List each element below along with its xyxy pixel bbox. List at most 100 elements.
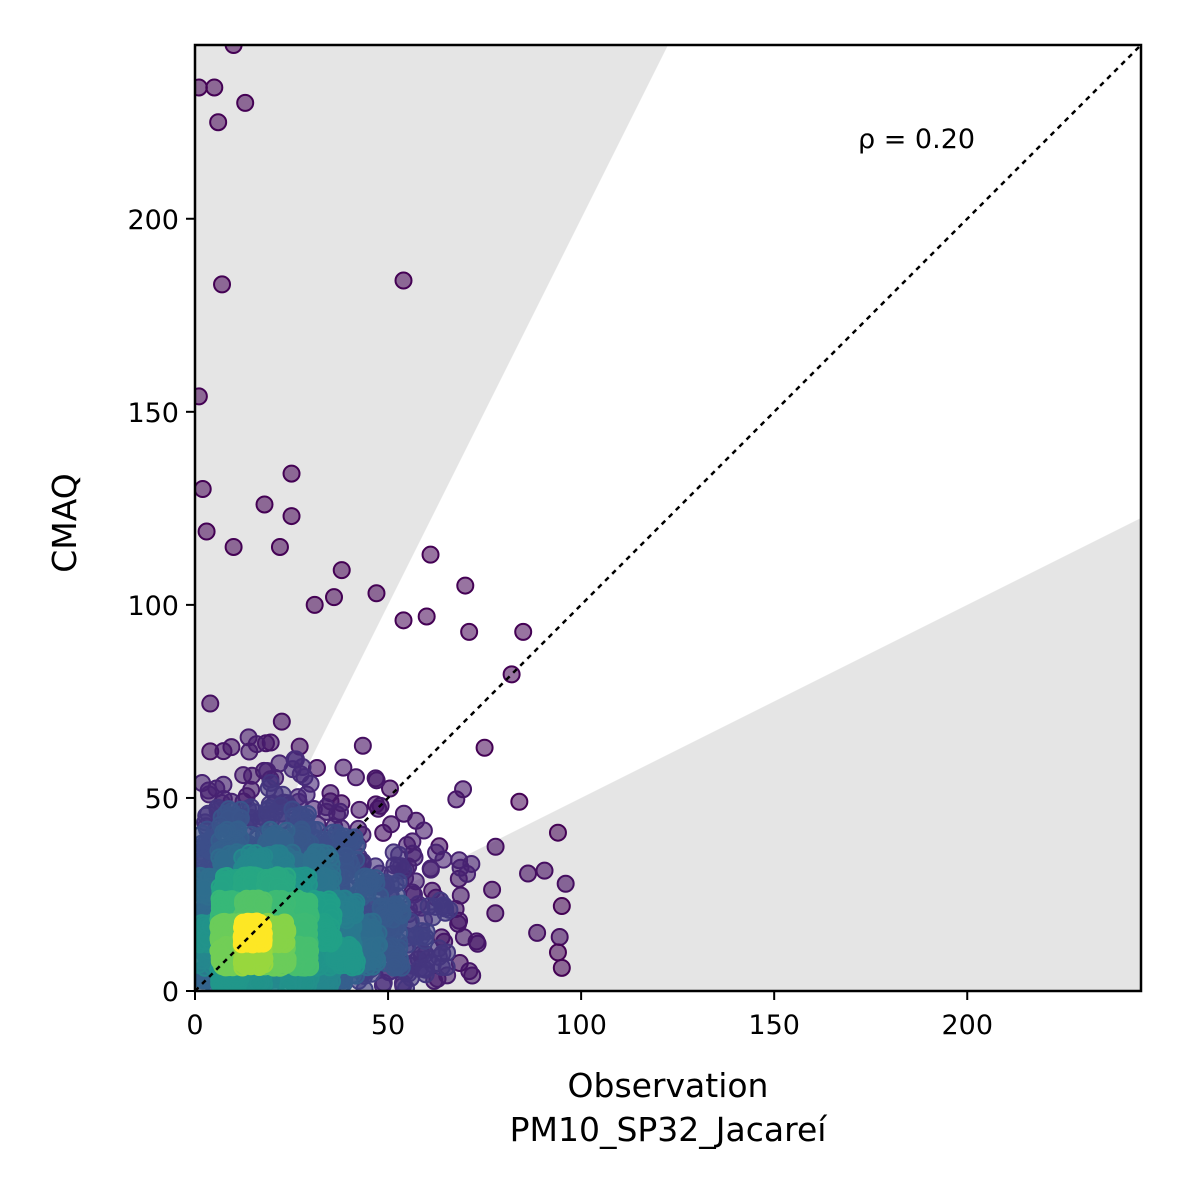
x-tick-label: 200 — [941, 1010, 993, 1041]
scatter-point-outlier — [305, 595, 324, 614]
scatter-point-outlier — [367, 584, 386, 603]
scatter-point-outlier — [325, 588, 344, 607]
scatter-point — [214, 742, 233, 761]
scatter-point-outlier — [548, 943, 567, 962]
scatter-point-outlier — [394, 611, 413, 630]
scatter-point-outlier — [195, 480, 212, 499]
scatter-point — [391, 857, 410, 876]
x-tick-label: 50 — [371, 1010, 405, 1041]
scatter-point — [214, 775, 233, 794]
y-tick-label: 0 — [162, 977, 179, 1008]
scatter-point — [535, 861, 554, 880]
scatter-point — [234, 766, 253, 785]
y-tick-label: 200 — [127, 205, 179, 236]
scatter-point — [483, 880, 502, 899]
correlation-annotation: ρ = 0.20 — [858, 124, 975, 155]
scatter-point — [337, 846, 356, 865]
scatter-point-outlier — [209, 113, 228, 132]
y-axis-ticks: 0 50 100 150 200 — [127, 205, 195, 1008]
scatter-point — [421, 860, 440, 879]
scatter-point — [350, 800, 369, 819]
scatter-point — [298, 892, 317, 911]
scatter-point — [239, 728, 258, 747]
scatter-point — [416, 928, 435, 947]
shade-upper — [195, 45, 668, 991]
scatter-point — [434, 850, 453, 869]
x-tick-label: 0 — [186, 1010, 203, 1041]
scatter-point — [370, 936, 389, 955]
scatter-point-outlier — [195, 78, 208, 97]
scatter-point — [293, 758, 312, 777]
scatter-point — [463, 966, 482, 985]
scatter-point-outlier — [510, 792, 529, 811]
scatter-point — [355, 980, 374, 991]
scatter-point-outlier — [270, 537, 289, 556]
scatter-point — [363, 957, 382, 976]
scatter-point — [382, 815, 401, 834]
scatter-point — [346, 768, 365, 787]
scatter-point — [298, 804, 317, 823]
scatter-point — [414, 821, 433, 840]
scatter-point — [353, 736, 372, 755]
scatter-point-outlier — [213, 275, 232, 294]
scatter-point — [454, 780, 473, 799]
scatter-point — [384, 843, 403, 862]
scatter-point — [353, 876, 372, 895]
y-tick-label: 100 — [127, 591, 179, 622]
plot-frame — [193, 43, 1143, 993]
y-tick-label: 50 — [145, 784, 179, 815]
y-axis-label: CMAQ — [45, 473, 84, 572]
scatter-point — [195, 879, 214, 898]
scatter-point — [269, 933, 288, 952]
scatter-point-outlier — [224, 45, 243, 54]
scatter-point — [367, 771, 386, 790]
scatter-point — [451, 886, 470, 905]
scatter-point-outlier — [236, 93, 255, 112]
scatter-point — [393, 904, 412, 923]
scatter-point-outlier — [552, 958, 571, 977]
scatter-point — [438, 943, 457, 962]
scatter-point-outlier — [197, 522, 216, 541]
scatter-point-outlier — [421, 545, 440, 564]
scatter-point — [385, 958, 404, 977]
scatter-point — [300, 942, 319, 961]
scatter-point-outlier — [514, 622, 533, 641]
scatter-point — [449, 914, 468, 933]
scatter-point — [237, 956, 256, 975]
x-tick-label: 150 — [748, 1010, 800, 1041]
y-tick-label: 150 — [127, 398, 179, 429]
scatter-point — [227, 821, 246, 840]
scatter-point-outlier — [332, 561, 351, 580]
scatter-points — [195, 45, 575, 991]
scatter-point-outlier — [548, 823, 567, 842]
scatter-point-outlier — [456, 576, 475, 595]
scatter-point — [343, 958, 362, 977]
scatter-point — [556, 874, 575, 893]
scatter-point — [242, 780, 261, 799]
scatter-point — [283, 800, 302, 819]
scatter-point — [297, 785, 316, 804]
one-to-one-line — [195, 45, 1141, 991]
scatter-point — [414, 959, 433, 978]
scatter-point-outlier — [282, 464, 301, 483]
scatter-point — [212, 956, 231, 975]
x-axis-ticks: 0 50 100 150 200 — [186, 991, 993, 1041]
scatter-point — [201, 694, 220, 713]
scatter-point — [550, 928, 569, 947]
x-axis-label: Observation — [568, 1066, 769, 1105]
scatter-point — [394, 804, 413, 823]
scatter-point-outlier — [282, 507, 301, 526]
x-axis-sublabel: PM10_SP32_Jacareí — [510, 1110, 829, 1149]
scatter-point — [486, 904, 505, 923]
scatter-point — [519, 864, 538, 883]
scatter-point-outlier — [475, 738, 494, 757]
scatter-point-outlier — [552, 897, 571, 916]
scatter-point — [528, 923, 547, 942]
scatter-point — [279, 977, 298, 991]
scatter-point — [261, 773, 280, 792]
scatter-point — [458, 864, 477, 883]
scatter-point-outlier — [224, 537, 243, 556]
scatter-point — [486, 837, 505, 856]
scatter-point-outlier — [255, 495, 274, 514]
